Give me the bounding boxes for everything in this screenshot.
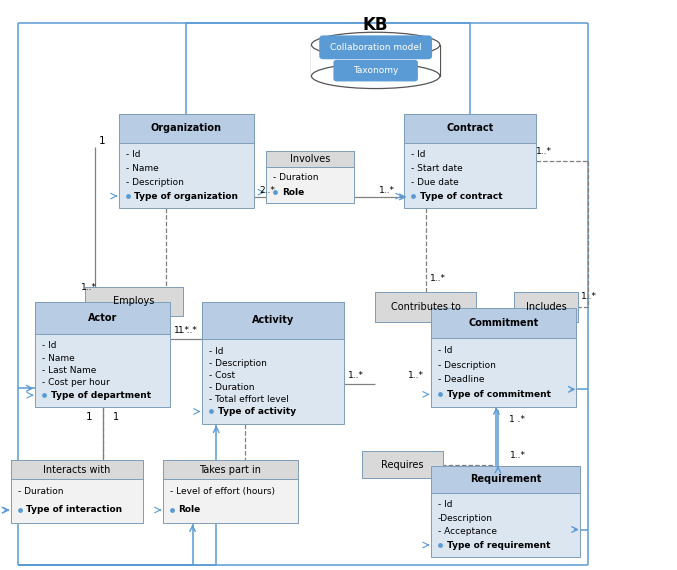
Text: Organization: Organization <box>151 124 222 133</box>
Text: - Id: - Id <box>126 150 140 159</box>
Text: - Name: - Name <box>42 353 74 363</box>
FancyBboxPatch shape <box>334 60 418 82</box>
Bar <box>119 115 254 208</box>
Text: Role: Role <box>282 188 304 197</box>
Text: 1..*: 1..* <box>348 371 364 380</box>
Text: 1..*: 1..* <box>379 186 395 195</box>
Text: KB: KB <box>363 17 389 34</box>
Text: Requires: Requires <box>381 459 424 470</box>
Text: 1..*: 1..* <box>430 274 446 283</box>
Text: 1: 1 <box>86 413 93 422</box>
Bar <box>431 466 580 557</box>
Bar <box>163 460 298 479</box>
Text: - Duration: - Duration <box>209 383 255 392</box>
FancyBboxPatch shape <box>320 35 432 59</box>
Text: - Cost per hour: - Cost per hour <box>42 378 110 387</box>
Text: Type of activity: Type of activity <box>217 407 296 416</box>
Text: Involves: Involves <box>290 154 330 164</box>
Text: Type of organization: Type of organization <box>135 192 238 201</box>
Bar <box>35 302 171 333</box>
Text: - Start date: - Start date <box>411 164 462 173</box>
Text: Role: Role <box>178 506 200 515</box>
Bar <box>119 115 254 142</box>
Text: Contributes to: Contributes to <box>391 302 460 312</box>
Text: Contract: Contract <box>446 124 494 133</box>
Text: Taxonomy: Taxonomy <box>353 66 398 75</box>
Text: Activity: Activity <box>252 315 294 325</box>
Bar <box>85 287 183 316</box>
Text: 1..*: 1..* <box>536 146 552 156</box>
Text: - Total effort level: - Total effort level <box>209 395 288 404</box>
Text: 1 .*: 1 .* <box>508 416 525 424</box>
Text: - Description: - Description <box>209 359 267 368</box>
Text: -Description: -Description <box>438 514 493 523</box>
Text: Actor: Actor <box>88 313 117 323</box>
Text: Includes: Includes <box>526 302 567 312</box>
Text: Type of interaction: Type of interaction <box>26 506 123 515</box>
Bar <box>266 152 354 167</box>
Text: Takes part in: Takes part in <box>200 465 261 474</box>
Text: - Description: - Description <box>438 361 496 369</box>
Text: 1..*: 1..* <box>175 326 190 335</box>
Bar <box>514 292 578 322</box>
Bar <box>85 287 183 316</box>
Text: - Acceptance: - Acceptance <box>438 527 497 536</box>
Ellipse shape <box>311 63 440 88</box>
Ellipse shape <box>311 32 440 57</box>
Bar <box>11 460 143 479</box>
Text: Type of requirement: Type of requirement <box>447 540 550 549</box>
Text: - Id: - Id <box>209 347 223 356</box>
Text: Interacts with: Interacts with <box>43 465 110 474</box>
Text: 1 ..*: 1 ..* <box>178 326 196 335</box>
Text: Type of department: Type of department <box>51 390 151 400</box>
Text: - Cost: - Cost <box>209 371 235 380</box>
Text: - Due date: - Due date <box>411 178 458 187</box>
Text: - Id: - Id <box>438 500 452 510</box>
Text: 1: 1 <box>113 413 119 422</box>
Bar <box>404 115 536 208</box>
Bar <box>202 302 344 339</box>
Text: - Id: - Id <box>411 150 425 159</box>
Bar <box>311 45 440 76</box>
Bar <box>35 302 171 407</box>
Text: - Duration: - Duration <box>18 487 63 496</box>
Text: - Deadline: - Deadline <box>438 375 484 384</box>
Bar <box>163 460 298 523</box>
Bar <box>404 115 536 142</box>
Text: 1: 1 <box>99 136 106 146</box>
Text: 1..*: 1..* <box>81 283 97 292</box>
Bar <box>362 451 443 478</box>
Text: Type of commitment: Type of commitment <box>447 390 550 399</box>
Text: Requirement: Requirement <box>470 474 541 484</box>
Bar <box>514 292 578 322</box>
Bar <box>375 292 477 322</box>
Bar <box>431 466 580 493</box>
Text: - Id: - Id <box>42 341 56 350</box>
Text: 1..*: 1..* <box>510 451 526 460</box>
Text: - Name: - Name <box>126 164 158 173</box>
Text: Commitment: Commitment <box>468 317 539 328</box>
Text: 2..*: 2..* <box>259 186 276 195</box>
Bar <box>202 302 344 424</box>
Text: - Duration: - Duration <box>273 173 318 182</box>
Text: Collaboration model: Collaboration model <box>330 43 422 52</box>
Bar <box>266 152 354 202</box>
Text: 1..*: 1..* <box>408 371 424 380</box>
Text: - Description: - Description <box>126 178 183 187</box>
Text: 1..*: 1..* <box>580 292 596 302</box>
Bar <box>362 451 443 478</box>
Text: Type of contract: Type of contract <box>420 192 502 201</box>
Text: - Last Name: - Last Name <box>42 366 96 375</box>
Bar <box>375 292 477 322</box>
Bar <box>431 308 576 337</box>
Text: - Id: - Id <box>438 346 452 355</box>
Bar <box>11 460 143 523</box>
Text: - Level of effort (hours): - Level of effort (hours) <box>170 487 275 496</box>
Text: Employs: Employs <box>114 296 155 307</box>
Bar <box>431 308 576 407</box>
